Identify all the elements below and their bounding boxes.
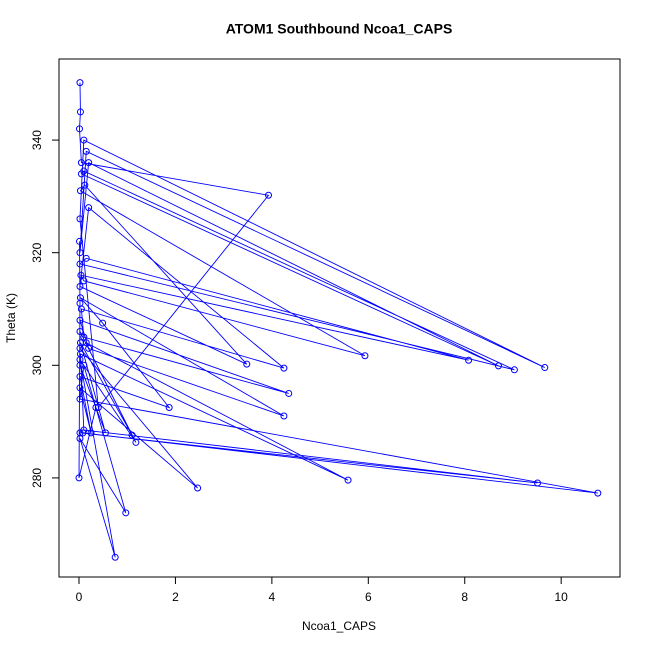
series-line (78, 82, 598, 558)
y-tick-label: 320 (30, 242, 44, 262)
point (128, 431, 136, 439)
point (280, 364, 288, 372)
point (87, 429, 95, 437)
point (194, 484, 202, 492)
point (75, 474, 83, 482)
point (243, 360, 251, 368)
point (75, 125, 83, 133)
point (76, 434, 84, 442)
point (280, 412, 288, 420)
point (94, 404, 102, 412)
point (81, 181, 89, 189)
x-tick-label: 6 (365, 590, 372, 604)
point (80, 333, 88, 341)
point (85, 159, 93, 167)
point (76, 260, 84, 268)
y-axis-title: Theta (K) (4, 293, 18, 343)
x-axis-title: Ncoa1_CAPS (302, 619, 376, 633)
chart-title: ATOM1 Southbound Ncoa1_CAPS (226, 21, 453, 37)
point (510, 366, 518, 374)
point (76, 215, 84, 223)
x-tick-label: 4 (269, 590, 276, 604)
point (79, 429, 87, 437)
point (165, 404, 173, 412)
point (80, 361, 88, 369)
point (76, 328, 84, 336)
point (122, 509, 130, 517)
point (76, 339, 84, 347)
point (99, 319, 107, 327)
point (111, 553, 119, 561)
x-tick-label: 2 (172, 590, 179, 604)
y-tick-label: 300 (30, 355, 44, 375)
y-tick-label: 280 (30, 468, 44, 488)
point (76, 108, 84, 116)
point (76, 384, 84, 392)
point (76, 373, 84, 381)
point (82, 147, 90, 155)
point (76, 249, 84, 257)
point (80, 277, 88, 285)
x-tick-label: 0 (76, 590, 83, 604)
point (76, 395, 84, 403)
x-tick-label: 10 (554, 590, 568, 604)
point (534, 479, 542, 487)
y-tick-label: 340 (30, 130, 44, 150)
point (85, 344, 93, 352)
point (77, 159, 85, 167)
point (76, 299, 84, 307)
point (361, 352, 369, 360)
point (85, 204, 93, 212)
point (465, 356, 473, 364)
point (75, 237, 83, 245)
point (76, 361, 84, 369)
point (102, 429, 110, 437)
plot-box (58, 58, 621, 578)
point (76, 79, 84, 87)
point (541, 364, 549, 372)
point (594, 489, 602, 497)
point (92, 404, 100, 412)
point (494, 362, 502, 370)
point (77, 271, 85, 279)
point (76, 282, 84, 290)
point (344, 476, 352, 484)
point (82, 254, 90, 262)
point (80, 167, 88, 175)
point (285, 389, 293, 397)
point (76, 187, 84, 195)
point (265, 191, 273, 199)
point (80, 136, 88, 144)
x-tick-label: 8 (461, 590, 468, 604)
point (132, 438, 140, 446)
point (76, 316, 84, 324)
